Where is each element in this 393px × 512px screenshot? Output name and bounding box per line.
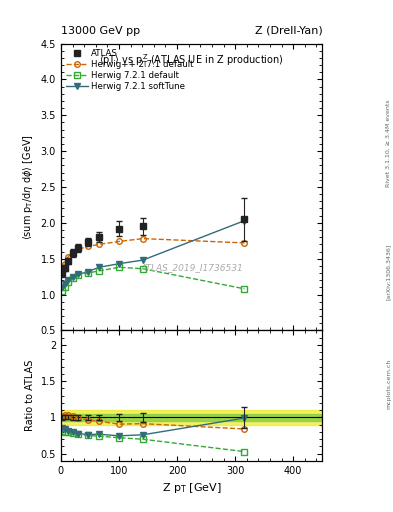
Text: ATLAS_2019_I1736531: ATLAS_2019_I1736531	[140, 263, 243, 272]
Text: 13000 GeV pp: 13000 GeV pp	[61, 26, 140, 36]
Text: Rivet 3.1.10, ≥ 3.4M events: Rivet 3.1.10, ≥ 3.4M events	[386, 99, 391, 187]
Text: $\langle$pT$\rangle$ vs p$_\mathrm{T}^\mathrm{Z}$ (ATLAS UE in Z production): $\langle$pT$\rangle$ vs p$_\mathrm{T}^\m…	[99, 52, 284, 69]
Text: Z (Drell-Yan): Z (Drell-Yan)	[255, 26, 322, 36]
X-axis label: Z p$_\mathrm{T}$ [GeV]: Z p$_\mathrm{T}$ [GeV]	[162, 481, 222, 495]
Y-axis label: Ratio to ATLAS: Ratio to ATLAS	[25, 360, 35, 431]
Text: mcplots.cern.ch: mcplots.cern.ch	[386, 359, 391, 409]
Legend: ATLAS, Herwig++ 2.7.1 default, Herwig 7.2.1 default, Herwig 7.2.1 softTune: ATLAS, Herwig++ 2.7.1 default, Herwig 7.…	[64, 46, 196, 94]
Text: [arXiv:1306.3436]: [arXiv:1306.3436]	[386, 243, 391, 300]
Y-axis label: $\langle$sum p$_\mathrm{T}$/d$\eta$ d$\phi\rangle$ [GeV]: $\langle$sum p$_\mathrm{T}$/d$\eta$ d$\p…	[21, 134, 35, 240]
